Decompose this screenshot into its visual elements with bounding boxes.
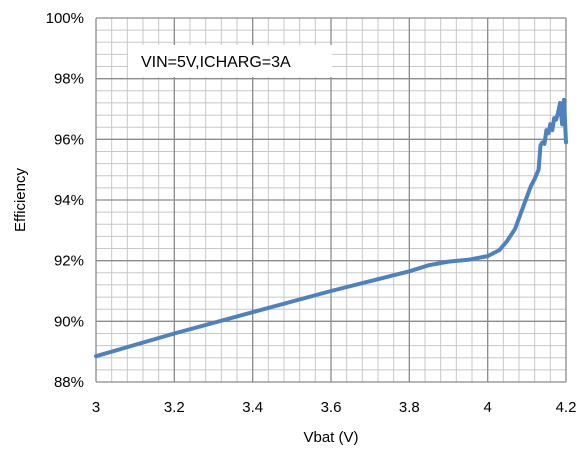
- y-tick-label: 92%: [54, 253, 84, 270]
- x-tick-label: 3.4: [242, 399, 263, 416]
- annotation-box: VIN=5V,ICHARG=3A: [128, 45, 332, 77]
- y-tick-label: 94%: [54, 192, 84, 209]
- y-tick-label: 88%: [54, 374, 84, 391]
- x-tick-label: 3.2: [164, 399, 185, 416]
- x-tick-label: 3: [92, 399, 100, 416]
- x-tick-label: 4: [483, 399, 491, 416]
- y-axis-title: Efficiency: [12, 168, 29, 232]
- y-tick-labels: 88% 90% 92% 94% 96% 98% 100%: [46, 10, 84, 391]
- y-tick-label: 90%: [54, 313, 84, 330]
- annotation-text: VIN=5V,ICHARG=3A: [141, 54, 291, 71]
- x-tick-labels: 3 3.2 3.4 3.6 3.8 4 4.2: [92, 399, 577, 416]
- annotation-background: [128, 45, 332, 77]
- x-tick-label: 3.8: [399, 399, 420, 416]
- x-axis-title: Vbat (V): [303, 429, 358, 446]
- y-tick-label: 100%: [46, 10, 84, 27]
- x-tick-label: 3.6: [321, 399, 342, 416]
- major-gridlines: [95, 17, 567, 383]
- y-tick-label: 96%: [54, 131, 84, 148]
- series-layer: [94, 97, 568, 359]
- x-tick-label: 4.2: [556, 399, 577, 416]
- efficiency-series-line: [94, 97, 568, 359]
- y-tick-label: 98%: [54, 71, 84, 88]
